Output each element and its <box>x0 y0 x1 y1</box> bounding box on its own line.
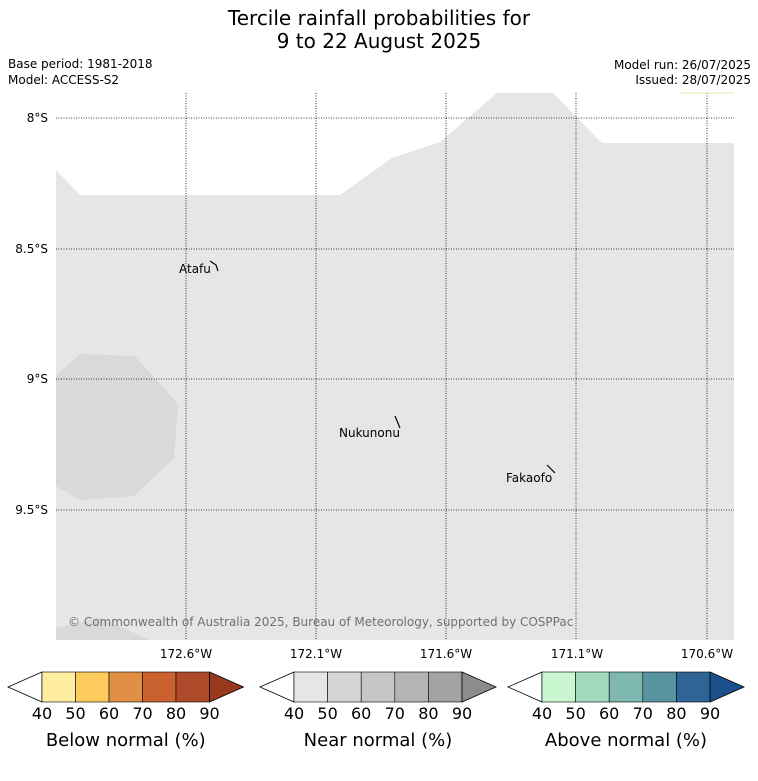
colorbar-over-triangle <box>209 671 245 703</box>
colorbar-tick-label: 70 <box>132 704 153 723</box>
model-name: Model: ACCESS-S2 <box>8 73 120 87</box>
gridlines <box>56 93 734 640</box>
colorbar-segment <box>293 671 328 703</box>
colorbar-tick-label: 90 <box>199 704 220 723</box>
near-normal-patch-bottom <box>56 618 150 640</box>
base-period: Base period: 1981-2018 <box>8 57 153 71</box>
colorbar-tick-label: 80 <box>666 704 687 723</box>
lat-label: 8.5°S <box>15 242 48 256</box>
lat-label: 9.5°S <box>15 503 48 517</box>
colorbar-under-triangle <box>259 671 295 703</box>
colorbar-segment <box>41 671 76 703</box>
colorbar-segment <box>175 671 210 703</box>
place-label-fakaofo: Fakaofo <box>506 471 552 485</box>
colorbar-tick-label: 40 <box>531 704 553 723</box>
place-label-nukunonu: Nukunonu <box>339 426 400 440</box>
colorbar-tick-label: 60 <box>351 704 372 723</box>
lat-label: 9°S <box>27 372 48 386</box>
near-normal-region <box>56 93 734 640</box>
colorbar-segment <box>142 671 177 703</box>
colorbar-segment <box>676 671 711 703</box>
colorbar-over-triangle <box>461 671 497 703</box>
colorbar-title: Above normal (%) <box>544 730 708 751</box>
colorbar-segment <box>575 671 610 703</box>
colorbar-title: Near normal (%) <box>303 730 453 751</box>
colorbar-segment <box>394 671 429 703</box>
colorbar-tick-label: 40 <box>283 704 305 723</box>
fakaofo-atoll <box>546 464 556 474</box>
colorbar-tick-label: 50 <box>317 704 338 723</box>
colorbar-segment <box>428 671 463 703</box>
lon-label: 172.6°W <box>160 647 212 661</box>
colorbar-under-triangle <box>507 671 543 703</box>
colorbar-tick-label: 80 <box>165 704 187 723</box>
colorbar-under-triangle <box>7 671 43 703</box>
colorbar-segment <box>75 671 110 703</box>
lon-label: 170.6°W <box>681 647 733 661</box>
colorbar-tick-label: 60 <box>599 704 620 723</box>
colorbar-segment <box>108 671 143 703</box>
colorbars <box>7 671 745 703</box>
map-title-line1: Tercile rainfall probabilities for <box>227 6 531 30</box>
colorbar-tick-label: 40 <box>31 704 53 723</box>
map-title-line2: 9 to 22 August 2025 <box>276 29 482 53</box>
colorbar-tick-label: 60 <box>98 704 120 723</box>
colorbar-tick-label: 90 <box>451 704 473 723</box>
lon-label: 172.1°W <box>290 647 342 661</box>
colorbar-tick-label: 50 <box>65 704 86 723</box>
colorbar-segment <box>608 671 644 703</box>
colorbar-segment <box>642 671 677 703</box>
lon-label: 171.6°W <box>420 647 472 661</box>
colorbar-title: Below normal (%) <box>45 730 206 751</box>
colorbar-tick-label: 50 <box>565 704 586 723</box>
model-run: Model run: 26/07/2025 <box>613 58 751 72</box>
atafu-atoll <box>209 260 219 272</box>
colorbar-tick-label: 90 <box>699 704 721 723</box>
colorbar-tick-label: 70 <box>632 704 653 723</box>
near-normal-patch <box>56 354 178 500</box>
colorbar-segment <box>360 671 396 703</box>
lat-label: 8°S <box>27 111 48 125</box>
colorbar-over-triangle <box>709 671 745 703</box>
colorbar-tick-label: 70 <box>384 704 405 723</box>
nukunonu-atoll <box>394 415 401 429</box>
colorbar-tick-label: 80 <box>418 704 439 723</box>
copyright-notice: © Commonwealth of Australia 2025, Bureau… <box>68 615 573 629</box>
issued-date: Issued: 28/07/2025 <box>635 73 751 87</box>
colorbar-segment <box>541 671 576 703</box>
place-label-atafu: Atafu <box>179 262 211 276</box>
colorbar-segment <box>327 671 362 703</box>
lon-label: 171.1°W <box>551 647 603 661</box>
